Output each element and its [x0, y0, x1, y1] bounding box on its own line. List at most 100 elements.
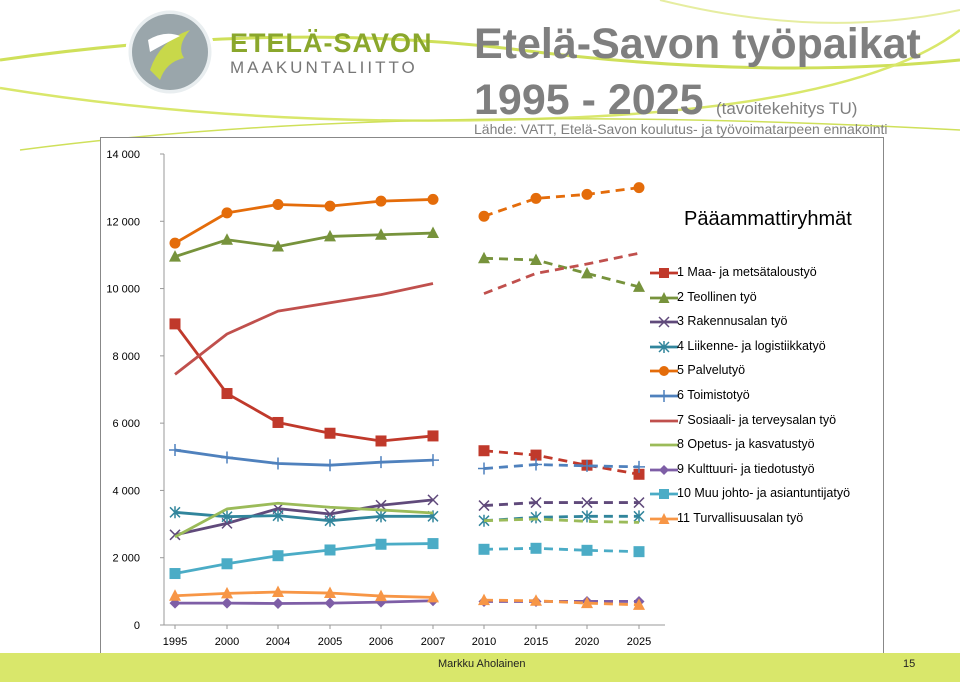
- series-line-1: [173, 323, 434, 443]
- legend-swatch: [650, 512, 678, 524]
- data-point-11: [427, 590, 439, 603]
- data-point-6: [581, 459, 593, 472]
- data-point-11: [581, 596, 593, 609]
- data-point-1: [530, 449, 542, 461]
- series-line-dashed-4: [483, 514, 639, 523]
- legend-label: 8 Opetus- ja kasvatustyö: [677, 437, 815, 452]
- x-tick-label: 2007: [421, 636, 445, 648]
- series-line-dashed-8: [483, 517, 640, 524]
- y-tick-label: 10 000: [106, 284, 140, 296]
- y-tick-label: 6 000: [112, 418, 140, 430]
- data-point-10: [581, 544, 593, 556]
- data-point-11: [169, 589, 181, 601]
- data-point-5: [375, 195, 387, 207]
- y-tick-label: 2 000: [112, 553, 140, 565]
- data-point-10: [427, 538, 439, 550]
- legend-item: 5 Palvelutyö: [650, 360, 890, 385]
- data-point-2: [375, 228, 387, 240]
- data-point-1: [221, 388, 233, 400]
- chart-legend: 1 Maa- ja metsätaloustyö 2 Teollinen työ 3…: [650, 262, 890, 533]
- legend-item: 3 Rakennusalan työ: [650, 311, 890, 336]
- data-point-10: [272, 550, 284, 562]
- data-point-6: [633, 460, 645, 473]
- data-point-6: [169, 444, 181, 457]
- data-point-4: [169, 506, 181, 519]
- data-point-1: [272, 416, 284, 428]
- legend-item: 2 Teollinen työ: [650, 287, 890, 312]
- data-point-4: [324, 514, 336, 527]
- y-tick-label: 12 000: [106, 216, 140, 228]
- x-tick-label: 2000: [215, 636, 239, 648]
- data-point-2: [581, 266, 593, 279]
- data-point-4: [375, 510, 387, 523]
- footer-bar: [0, 653, 960, 682]
- legend-label: 11 Turvallisuusalan työ: [677, 510, 804, 525]
- data-point-10: [478, 543, 490, 555]
- data-point-6: [221, 451, 233, 464]
- data-point-3: [169, 529, 181, 541]
- data-point-5: [324, 200, 336, 212]
- data-point-5: [221, 207, 233, 219]
- data-point-2: [478, 251, 490, 264]
- legend-swatch: [650, 340, 678, 353]
- data-point-5: [169, 237, 181, 249]
- legend-label: 9 Kulttuuri- ja tiedotustyö: [677, 461, 815, 476]
- data-point-6: [375, 456, 387, 469]
- data-point-10: [375, 538, 387, 550]
- legend-item: 7 Sosiaali- ja terveysalan työ: [650, 410, 890, 435]
- data-point-2: [272, 240, 284, 252]
- y-tick-label: 14 000: [106, 149, 140, 161]
- data-point-1: [478, 445, 490, 457]
- data-point-6: [478, 462, 490, 475]
- data-point-3: [581, 497, 593, 509]
- data-point-5: [478, 210, 490, 222]
- series-line-10: [174, 542, 434, 575]
- series-line-dashed-2: [483, 256, 640, 289]
- data-point-6: [530, 458, 542, 471]
- data-point-3: [478, 500, 490, 512]
- series-line-8: [174, 501, 434, 539]
- data-point-5: [272, 198, 284, 210]
- data-point-1: [375, 435, 387, 447]
- data-point-1: [633, 468, 645, 480]
- data-point-11: [272, 585, 284, 598]
- title-years: 1995 - 2025: [474, 76, 704, 124]
- data-point-2: [530, 253, 542, 265]
- logo-subname: MAAKUNTALIITTO: [230, 58, 418, 77]
- data-point-6: [272, 457, 284, 470]
- legend-swatch: [650, 389, 678, 402]
- legend-item: 10 Muu johto- ja asiantuntijatyö: [650, 483, 890, 508]
- data-point-11: [375, 589, 387, 602]
- data-point-9: [324, 597, 336, 609]
- series-line-5: [174, 198, 434, 245]
- page-number: 15: [903, 658, 916, 670]
- series-line-dashed-6: [483, 463, 640, 470]
- data-point-5: [633, 182, 645, 194]
- series-line-dashed-5: [483, 186, 640, 218]
- legend-swatch: [650, 268, 678, 278]
- x-tick-label: 2010: [472, 636, 496, 648]
- series-line-7: [174, 282, 434, 376]
- data-point-10: [530, 542, 542, 554]
- source-note: Lähde: VATT, Etelä-Savon koulutus- ja ty…: [474, 121, 888, 137]
- data-point-4: [581, 510, 593, 523]
- page-title: Etelä-Savon työpaikat: [474, 20, 921, 68]
- data-point-11: [633, 598, 645, 610]
- footer-author: Markku Aholainen: [438, 658, 526, 670]
- legend-item: 1 Maa- ja metsätaloustyö: [650, 262, 890, 287]
- legend-title: Pääammattiryhmät: [684, 208, 852, 230]
- page-title-years: 1995 - 2025 (tavoitekehitys TU): [474, 76, 857, 125]
- legend-item: 8 Opetus- ja kasvatustyö: [650, 434, 890, 459]
- legend-label: 2 Teollinen työ: [677, 289, 757, 304]
- legend-swatch: [650, 443, 678, 447]
- data-point-10: [221, 558, 233, 570]
- series-line-dashed-10: [483, 546, 640, 554]
- x-tick-label: 2020: [575, 636, 599, 648]
- data-point-4: [272, 509, 284, 522]
- y-tick-label: 0: [134, 620, 140, 632]
- legend-label: 6 Toimistotyö: [677, 387, 750, 402]
- series-line-4: [174, 510, 433, 523]
- legend-item: 9 Kulttuuri- ja tiedotustyö: [650, 459, 890, 484]
- legend-label: 4 Liikenne- ja logistiikkatyö: [677, 338, 826, 353]
- x-tick-label: 2004: [266, 636, 290, 648]
